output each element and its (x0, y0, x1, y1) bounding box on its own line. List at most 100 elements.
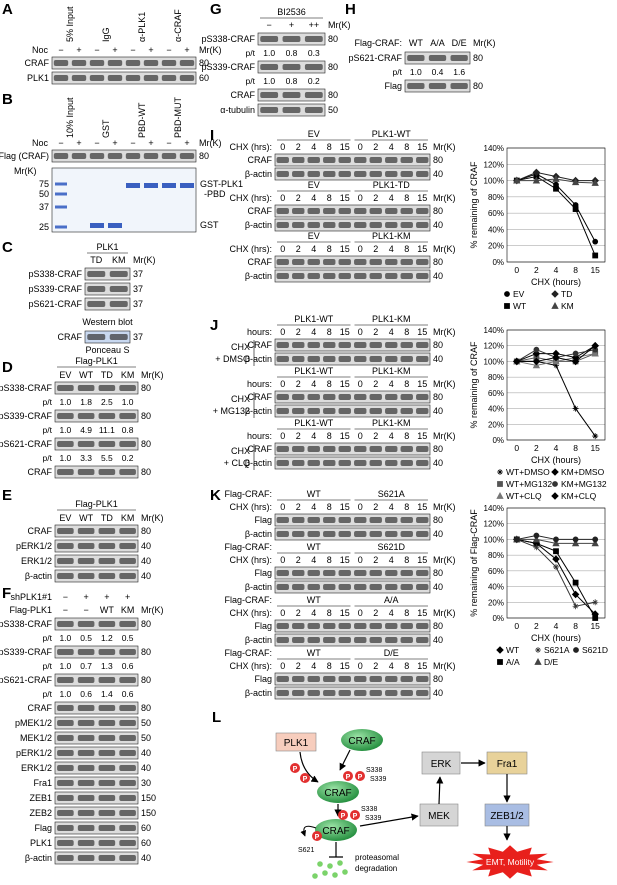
label: 2 (373, 661, 378, 671)
label: − (58, 45, 63, 55)
label: + MG132 (213, 406, 250, 416)
band (98, 735, 116, 741)
y-tick-label: 140% (484, 504, 504, 513)
marker (551, 492, 559, 500)
band (119, 750, 136, 756)
band (354, 356, 367, 362)
label: Western blot (82, 317, 133, 327)
mw-label: 150 (141, 793, 156, 803)
band (354, 157, 367, 163)
group-label: PLK1-KM (372, 231, 411, 241)
band (338, 259, 351, 265)
label: 2 (296, 193, 301, 203)
label: + (125, 592, 130, 602)
ratio-label: p/t (246, 76, 256, 86)
label: 4 (389, 379, 394, 389)
plot-frame (506, 147, 606, 263)
band (338, 584, 351, 590)
label: P (346, 774, 351, 781)
label: 15 (340, 431, 350, 441)
label: WT (100, 605, 114, 615)
label: Flag-CRAF: (224, 648, 272, 658)
marker (551, 301, 559, 309)
label: Mr(K) (199, 138, 222, 148)
panel-letter: E (2, 487, 12, 504)
band (107, 75, 123, 81)
label: 40 (433, 271, 443, 281)
label: Mr(K) (14, 166, 37, 176)
marker (534, 657, 542, 665)
marker (552, 555, 560, 563)
label: 4 (389, 142, 394, 152)
band (276, 460, 289, 466)
band (400, 171, 413, 177)
marker (553, 536, 559, 543)
blot (54, 539, 139, 553)
label: β-actin (245, 582, 272, 592)
label: β-actin (245, 220, 272, 230)
band (369, 531, 382, 537)
marker (532, 176, 541, 184)
row-label: pMEK1/2 (15, 718, 52, 728)
mw-label: 40 (141, 763, 151, 773)
ratio-value: 0.2 (122, 453, 134, 463)
band (282, 92, 301, 98)
legend-label: WT+CLQ (506, 491, 542, 501)
label: 80 (433, 621, 443, 631)
band (385, 676, 398, 682)
band (119, 677, 136, 683)
blot (54, 645, 139, 659)
label: Mr(K) (328, 20, 351, 30)
band (98, 795, 116, 801)
label: 2 (373, 431, 378, 441)
band (385, 171, 398, 177)
label: TD (101, 370, 113, 380)
row-label: pS339-CRAF (0, 647, 52, 657)
group-label: Flag-PLK1 (75, 499, 118, 509)
band (400, 342, 413, 348)
band (119, 413, 136, 419)
arrow (339, 749, 351, 771)
blot (54, 437, 139, 451)
band (143, 153, 159, 159)
band (292, 446, 305, 452)
label: CHX (hrs): (230, 608, 273, 618)
blot (54, 554, 139, 568)
band (77, 720, 95, 726)
ratio-value: 3.3 (80, 453, 92, 463)
band (125, 75, 141, 81)
band (338, 171, 351, 177)
label: 2 (296, 431, 301, 441)
ratio-value: 0.6 (122, 689, 134, 699)
band (416, 273, 429, 279)
band (400, 690, 413, 696)
marker (552, 539, 560, 547)
group-label: WT (307, 648, 321, 658)
mw-label: 80 (141, 526, 151, 536)
row-label: pS621-CRAF (0, 675, 52, 685)
row-label: CRAF (28, 467, 53, 477)
row-label: pS338-CRAF (28, 269, 82, 279)
label: 8 (404, 379, 409, 389)
band (400, 676, 413, 682)
mw-label: 80 (328, 90, 338, 100)
band (400, 446, 413, 452)
label: 0 (280, 379, 285, 389)
band (107, 153, 123, 159)
band (98, 385, 116, 391)
marker (551, 290, 559, 298)
band (416, 208, 429, 214)
band (292, 531, 305, 537)
mw-label: 50 (141, 733, 151, 743)
label: − (94, 45, 99, 55)
band (307, 208, 320, 214)
band (89, 153, 105, 159)
band (307, 171, 320, 177)
label: Mr(K) (433, 244, 456, 254)
band (354, 517, 367, 523)
label: 40 (433, 582, 443, 592)
label: − (63, 592, 68, 602)
label: 50 (39, 189, 49, 199)
label: 15 (417, 502, 427, 512)
label: + CLQ (224, 458, 250, 468)
